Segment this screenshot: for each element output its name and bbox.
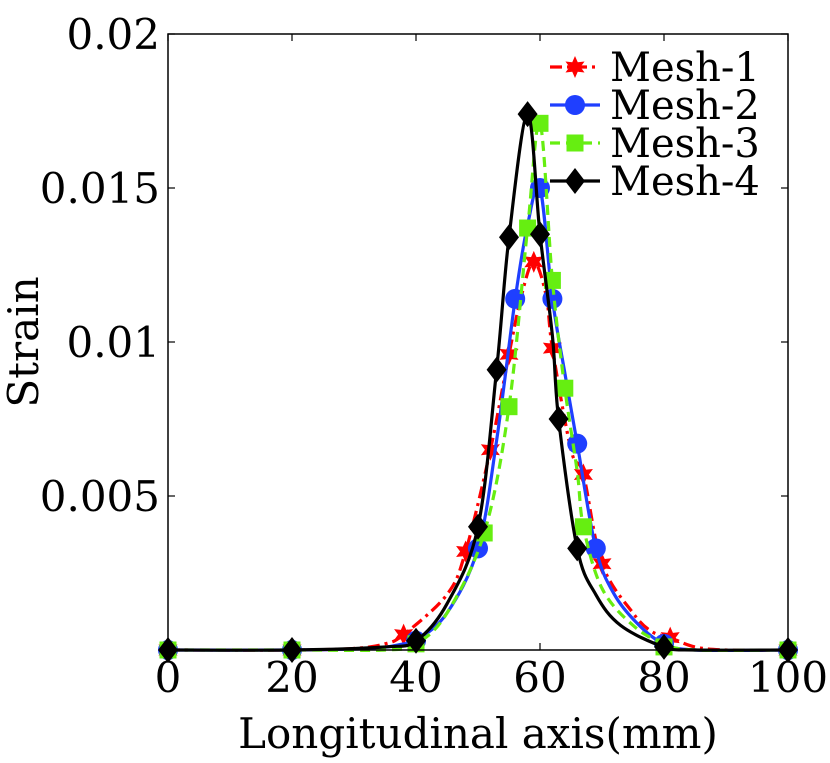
legend-swatch-marker <box>565 168 585 194</box>
data-point <box>574 518 592 536</box>
legend-entry: Mesh-4 <box>550 159 760 205</box>
y-tick-label: 0.005 <box>40 472 160 521</box>
data-point <box>585 538 606 559</box>
data-point <box>530 221 550 248</box>
data-point <box>468 513 488 540</box>
data-point <box>567 433 588 454</box>
data-point <box>500 398 518 416</box>
data-point <box>394 623 414 646</box>
legend-label: Mesh-1 <box>610 45 760 91</box>
data-point <box>486 356 507 383</box>
legend-swatch-marker <box>565 95 585 115</box>
y-tick-label: 0.02 <box>66 10 160 59</box>
tick-layer: 0 20 40 60 80 100 0.005 0.01 0.015 0.02 <box>40 10 828 702</box>
x-tick-label: 40 <box>389 653 442 702</box>
legend-label: Mesh-4 <box>610 159 760 205</box>
data-point <box>567 535 588 562</box>
y-tick-label: 0.015 <box>40 164 160 213</box>
x-tick-label: 20 <box>265 653 318 702</box>
x-tick-label: 80 <box>637 653 690 702</box>
data-point <box>543 271 561 289</box>
series-mesh-4 <box>158 101 798 663</box>
legend-label: Mesh-2 <box>610 83 760 129</box>
data-point <box>499 224 519 251</box>
data-point <box>456 540 476 563</box>
x-tick-label: 100 <box>748 653 828 702</box>
legend-swatch-marker <box>565 56 585 78</box>
y-axis-title: Strain <box>0 276 48 407</box>
series-layer <box>158 101 798 663</box>
legend-entry: Mesh-1 <box>550 45 760 91</box>
legend-entry: Mesh-2 <box>550 83 760 129</box>
legend-entry: Mesh-3 <box>550 121 760 167</box>
data-point <box>592 552 612 575</box>
legend-swatch-marker <box>566 134 584 152</box>
data-point <box>517 101 538 128</box>
x-tick-label: 0 <box>155 653 182 702</box>
data-point <box>531 114 549 132</box>
x-axis-title: Longitudinal axis(mm) <box>238 709 718 758</box>
data-point <box>524 250 544 273</box>
data-point <box>548 406 569 432</box>
data-point <box>556 379 574 397</box>
legend-label: Mesh-3 <box>610 121 760 167</box>
data-point <box>406 627 426 654</box>
y-tick-label: 0.01 <box>66 318 160 367</box>
data-point <box>480 438 500 461</box>
series-line <box>167 260 789 652</box>
x-tick-label: 60 <box>513 653 566 702</box>
